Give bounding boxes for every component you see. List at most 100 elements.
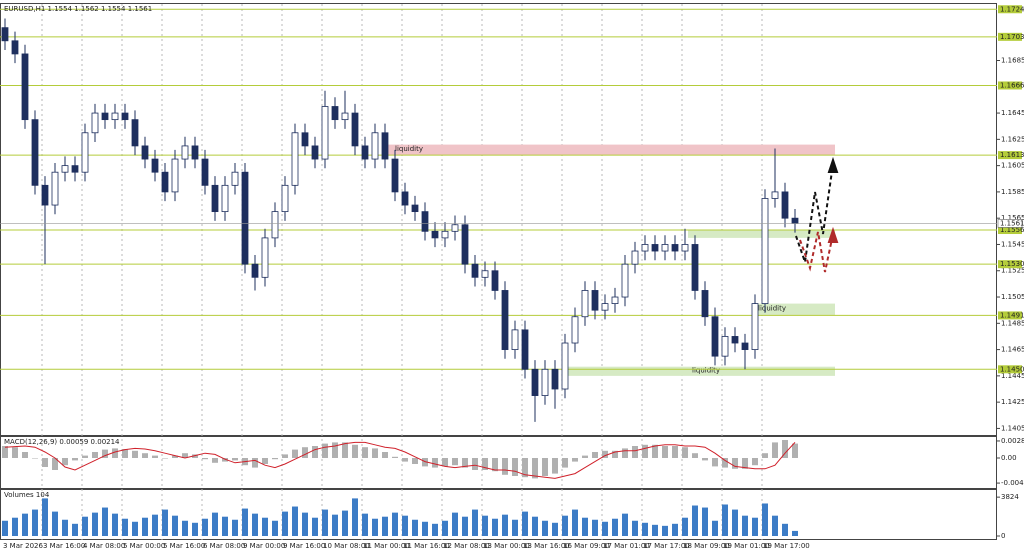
volume-bar	[192, 522, 198, 536]
macd-bar	[82, 455, 88, 458]
macd-bar	[252, 458, 258, 468]
macd-bar	[432, 458, 438, 468]
bear-arrowhead	[827, 226, 839, 243]
y-tick-label: -0.00418	[1001, 479, 1024, 487]
volume-bar	[462, 516, 468, 536]
volume-bar	[742, 515, 748, 536]
macd-bar	[62, 458, 68, 466]
candle-body	[171, 158, 179, 193]
y-tick-label: 1.1525	[1001, 267, 1024, 275]
level-tag	[998, 32, 1022, 41]
volume-bar	[662, 525, 668, 536]
volume-bar	[672, 523, 678, 536]
macd-bar	[442, 458, 448, 467]
macd-bar	[622, 448, 628, 458]
volume-bar	[32, 509, 38, 536]
x-tick-label: 10 Mar 08:00	[323, 542, 370, 550]
x-tick-label: 11 Mar 00:00	[363, 542, 410, 550]
candle-body	[151, 158, 159, 173]
x-tick-label: 13 Mar 16:00	[523, 542, 570, 550]
candle-body	[391, 158, 399, 193]
candle-body	[321, 106, 329, 160]
candle-body	[401, 191, 409, 206]
volume-bar	[372, 518, 378, 536]
macd-bar	[92, 452, 98, 458]
macd-bar	[512, 458, 518, 476]
x-tick-label: 6 Mar 08:00	[203, 542, 245, 550]
macd-bar	[322, 443, 328, 458]
level-tag	[998, 365, 1022, 374]
candle-body	[11, 40, 19, 55]
level-tag	[998, 151, 1022, 160]
volume-bar	[12, 517, 18, 536]
x-tick-label: 18 Mar 09:00	[683, 542, 730, 550]
macd-bar	[672, 446, 678, 458]
level-label: 1.1724	[1000, 5, 1024, 13]
y-tick-label: 1.1605	[1001, 162, 1024, 170]
volume-bar	[292, 506, 298, 536]
macd-bar	[312, 446, 318, 458]
macd-bar	[752, 458, 758, 466]
macd-bar	[422, 458, 428, 467]
symbol-header: EURUSD,H1 1.1554 1.1562 1.1554 1.1561	[4, 5, 152, 13]
candle-body	[21, 53, 29, 121]
volume-bar	[342, 510, 348, 536]
candle-body	[111, 112, 119, 121]
macd-bar	[12, 447, 18, 458]
last-price-tag	[997, 219, 1023, 228]
volume-bar	[2, 520, 8, 536]
macd-bar	[132, 450, 138, 458]
x-tick-label: 19 Mar 17:00	[763, 542, 810, 550]
x-tick-label: 9 Mar 16:00	[283, 542, 325, 550]
level-label: 1.1491	[1000, 311, 1024, 319]
y-tick-label: 1.1465	[1001, 346, 1024, 354]
y-tick-label: 1.1425	[1001, 398, 1024, 406]
candle-body	[481, 270, 489, 278]
x-tick-label: 3 Mar 16:00	[43, 542, 85, 550]
macd-bar	[292, 449, 298, 458]
candle-body	[721, 336, 729, 357]
candle-body	[71, 165, 79, 173]
zone-label: liquidity	[692, 366, 720, 374]
level-tag	[998, 226, 1022, 235]
volume-bar	[452, 512, 458, 536]
candle-body	[61, 165, 69, 173]
volume-bar	[42, 498, 48, 536]
y-tick-label: 1.1485	[1001, 319, 1024, 327]
y-tick-label: 0.00	[1001, 454, 1017, 462]
macd-bar	[412, 458, 418, 464]
volume-bar	[632, 520, 638, 536]
macd-bar	[602, 450, 608, 458]
macd-bar	[332, 442, 338, 458]
volume-bar	[222, 516, 228, 536]
macd-bar	[542, 458, 548, 476]
volume-bar	[492, 518, 498, 536]
macd-bar	[182, 453, 188, 458]
macd-bar	[282, 454, 288, 458]
volume-bar	[642, 522, 648, 536]
candle-body	[51, 171, 59, 206]
x-tick-label: 3 Mar 2026	[3, 542, 43, 550]
volume-bar	[512, 519, 518, 536]
candle-body	[501, 290, 509, 350]
macd-bar	[502, 458, 508, 475]
candle-body	[121, 112, 129, 121]
macd-bar	[402, 458, 408, 462]
macd-header: MACD(12,26,9) 0.00059 0.00214	[4, 438, 120, 446]
candle-body	[41, 184, 49, 206]
macd-bar	[662, 446, 668, 458]
candle-body	[101, 112, 109, 121]
price-panel	[0, 3, 997, 436]
candle-body	[691, 244, 699, 291]
macd-bar	[122, 449, 128, 458]
volume-bar	[472, 509, 478, 536]
macd-bar	[562, 458, 568, 468]
volume-bar	[142, 517, 148, 536]
candle-body	[371, 132, 379, 160]
macd-bar	[172, 455, 178, 458]
volume-bar	[572, 509, 578, 536]
liquidity-zone	[755, 303, 835, 316]
volume-bar	[612, 518, 618, 536]
macd-bar	[42, 458, 48, 467]
volume-bar	[762, 503, 768, 536]
